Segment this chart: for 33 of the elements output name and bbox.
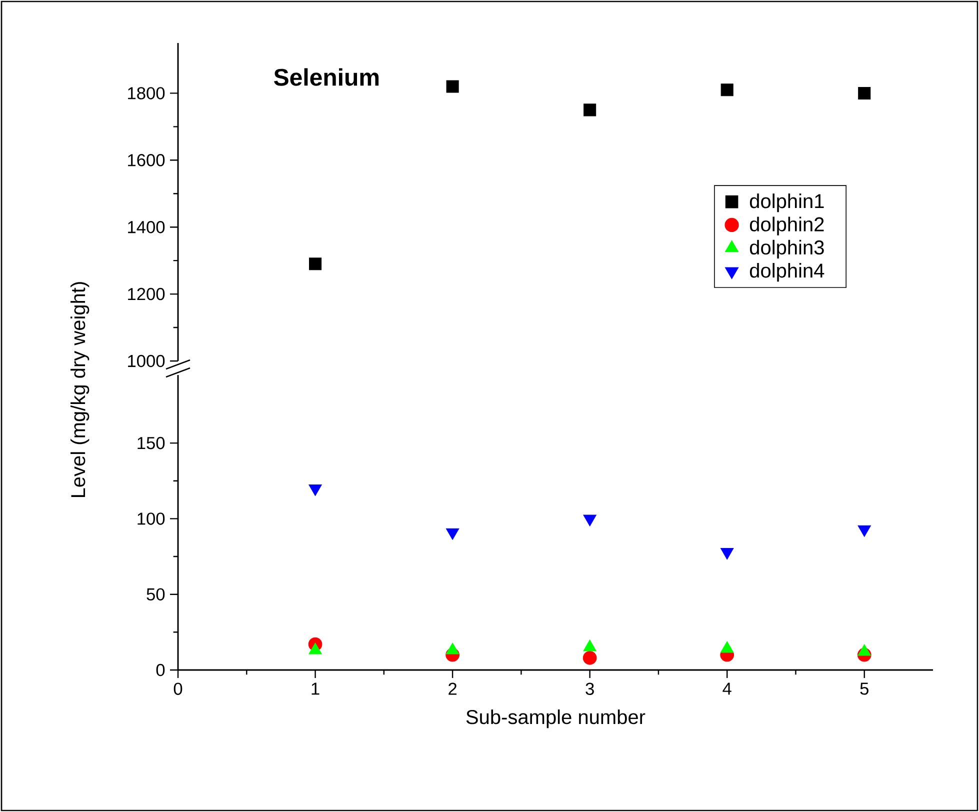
y-axis-title: Level (mg/kg dry weight) <box>70 282 90 498</box>
y-tick-label: 1800 <box>128 87 165 100</box>
legend-label: dolphin4 <box>750 263 824 282</box>
point <box>583 514 596 526</box>
point <box>308 484 322 496</box>
text: Selenium <box>274 68 379 86</box>
point <box>720 548 734 560</box>
legend-label: dolphin1 <box>750 194 824 212</box>
y-tick-label: 1200 <box>128 288 165 300</box>
legend-label: dolphin3 <box>750 240 824 258</box>
point <box>446 80 459 93</box>
point <box>309 258 322 270</box>
y-tick-label: 150 <box>138 436 165 450</box>
y-tick-label: 1400 <box>128 220 165 234</box>
legend-label: dolphin2 <box>750 216 824 236</box>
x-tick-label: 1 <box>312 682 320 695</box>
point <box>446 528 460 540</box>
point <box>858 525 871 537</box>
x-tick-label: 0 <box>174 682 182 695</box>
y-tick-label: 100 <box>138 512 165 525</box>
y-tick-label: 0 <box>156 664 165 676</box>
point <box>720 84 734 96</box>
point <box>584 104 596 116</box>
x-tick-label: 2 <box>448 682 456 695</box>
y-tick-label: 1000 <box>128 354 165 368</box>
y-tick-label: 1600 <box>128 154 165 166</box>
x-tick-label: 5 <box>860 682 868 695</box>
y-tick-label: 50 <box>146 588 165 600</box>
point <box>582 650 597 665</box>
x-tick-label: 4 <box>722 682 732 695</box>
point <box>858 86 871 100</box>
x-tick-label: 3 <box>586 682 594 695</box>
x-axis-title: Sub-sample number <box>466 709 646 728</box>
